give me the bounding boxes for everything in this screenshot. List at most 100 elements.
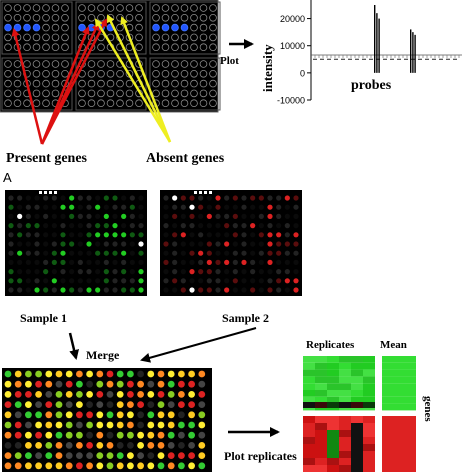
array-spot <box>35 462 42 470</box>
array-spot <box>35 370 42 378</box>
heatmap-cell <box>339 444 351 451</box>
heatmap-cell <box>351 430 363 437</box>
array-spot <box>137 391 145 398</box>
array-spot <box>171 79 179 88</box>
array-spot <box>241 213 247 219</box>
array-spot <box>180 89 189 98</box>
heatmap-cell <box>315 416 327 423</box>
array-spot <box>126 391 134 398</box>
heatmap-cell <box>303 430 315 437</box>
array-spot <box>42 33 50 42</box>
array-spot <box>65 380 73 388</box>
array-spot <box>147 370 155 378</box>
array-spot <box>135 4 143 12</box>
array-spot <box>96 421 104 429</box>
array-spot <box>45 452 53 459</box>
array-spot <box>4 79 12 88</box>
array-spot <box>161 4 170 12</box>
array-spot <box>180 204 186 210</box>
array-spot <box>172 287 178 293</box>
array-spot <box>8 204 14 210</box>
array-spot <box>43 250 49 256</box>
array-spot <box>55 442 63 449</box>
array-spot <box>157 391 165 398</box>
array-spot <box>267 213 273 219</box>
array-spot <box>8 213 14 219</box>
array-spot <box>178 411 185 419</box>
array-spot <box>171 13 179 22</box>
array-spot <box>250 278 256 284</box>
merged-array <box>2 368 212 472</box>
heatmap-cell <box>351 451 363 458</box>
absent-gene-arrow <box>120 16 172 143</box>
heatmap-cell <box>327 451 339 458</box>
array-spot <box>232 269 238 275</box>
array-spot <box>126 411 134 419</box>
array-spot <box>77 269 83 275</box>
heatmap-cell <box>327 416 339 423</box>
array-spot <box>45 370 53 378</box>
array-spot <box>188 370 196 378</box>
array-spot <box>43 204 49 210</box>
array-spot <box>172 232 178 238</box>
array-spot <box>121 204 127 210</box>
array-spot <box>13 99 22 107</box>
array-spot <box>206 250 212 256</box>
heatmap-cell <box>363 437 375 444</box>
array-spot <box>293 213 299 219</box>
array-spot <box>116 442 124 449</box>
heatmap-cell <box>303 383 315 390</box>
array-spot <box>250 269 256 275</box>
array-spot <box>4 89 12 98</box>
array-spot <box>267 287 273 293</box>
array-spot <box>167 411 175 419</box>
array-spot <box>167 380 175 388</box>
array-spot <box>103 232 109 238</box>
array-spot <box>13 79 22 88</box>
array-spot <box>137 442 145 449</box>
array-spot <box>32 4 41 12</box>
array-spot <box>14 411 22 419</box>
array-spot <box>43 278 49 284</box>
array-spot <box>209 89 217 98</box>
merge-label: Merge <box>86 348 120 362</box>
array-spot <box>180 232 186 238</box>
array-spot <box>116 401 124 408</box>
array-spot <box>199 79 208 88</box>
array-spot <box>284 195 290 201</box>
array-spot <box>206 278 212 284</box>
array-spot <box>190 70 198 78</box>
heatmap-cell <box>327 356 339 363</box>
array-spot <box>78 4 86 12</box>
mean-cell <box>382 430 416 437</box>
heatmap-cell <box>339 396 351 404</box>
array-spot <box>76 421 83 429</box>
array-spot <box>293 278 299 284</box>
heatmap-cell <box>315 465 327 472</box>
array-spot <box>112 259 118 265</box>
array-spot <box>241 195 247 201</box>
array-spot <box>199 13 208 22</box>
array-spot <box>180 79 189 88</box>
array-spot <box>61 70 69 78</box>
mean-cell <box>382 465 416 472</box>
array-spot <box>51 204 57 210</box>
array-spot <box>8 269 14 275</box>
array-spot <box>152 33 160 42</box>
array-spot <box>13 60 22 68</box>
array-spot <box>163 195 169 201</box>
array-spot <box>137 401 145 408</box>
array-spot <box>17 195 23 201</box>
array-spot <box>116 70 124 78</box>
array-spot <box>188 411 196 419</box>
array-spot <box>284 269 290 275</box>
array-spot <box>126 421 134 429</box>
array-spot <box>180 269 186 275</box>
heatmap-cell <box>327 430 339 437</box>
array-spot <box>86 462 93 470</box>
array-spot <box>147 421 155 429</box>
sample1-label: Sample 1 <box>20 311 67 325</box>
array-spot <box>190 79 198 88</box>
array-spot <box>276 204 282 210</box>
